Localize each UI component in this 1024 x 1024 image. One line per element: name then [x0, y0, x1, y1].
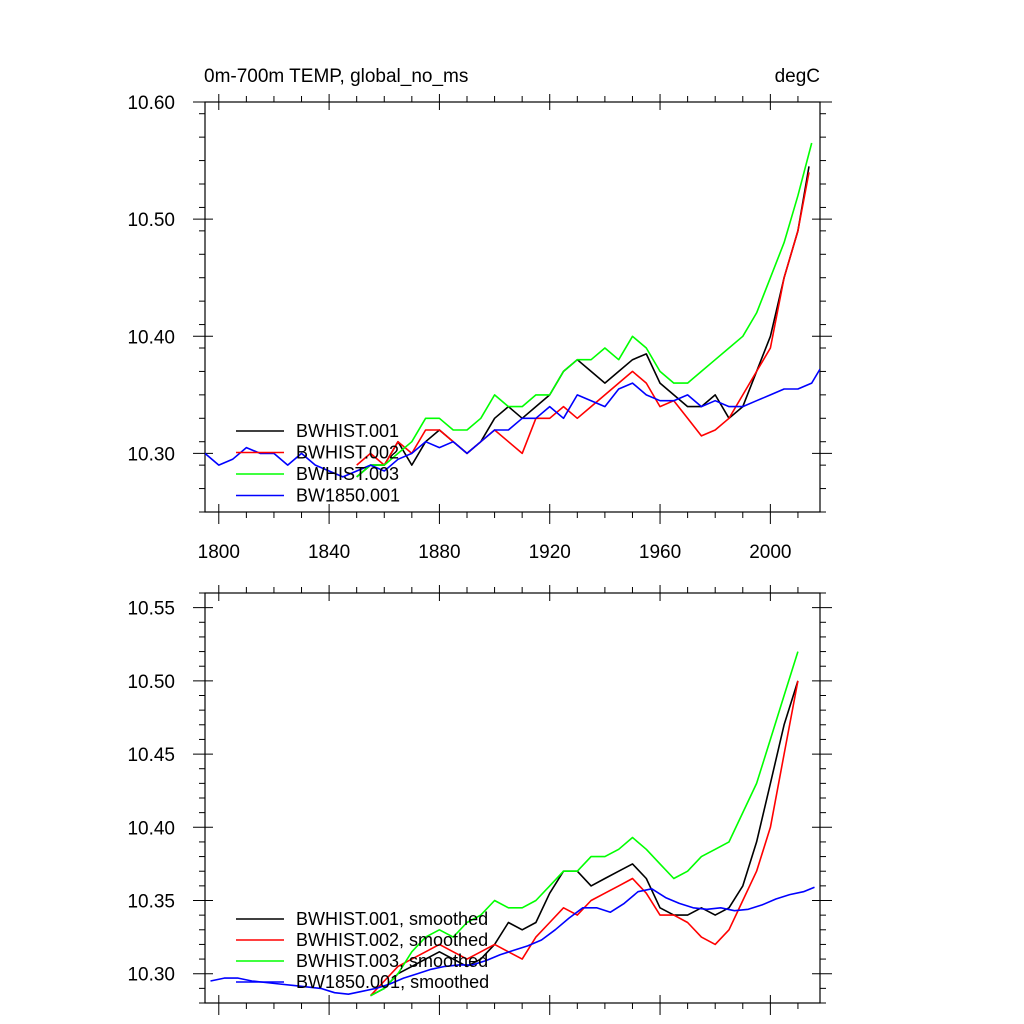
- top-series-line-4: [205, 368, 820, 478]
- bottom-legend-label-4: BW1850.001, smoothed: [296, 972, 489, 992]
- top-y-tick-label: 10.60: [127, 93, 175, 114]
- bottom-y-tick-label: 10.35: [127, 892, 175, 913]
- top-series-line-3: [356, 142, 813, 478]
- top-legend-label-4: BW1850.001: [296, 486, 400, 506]
- top-series-line-1: [356, 166, 810, 478]
- top-x-tick-label: 1800: [198, 542, 240, 563]
- top-plot-frame: [204, 101, 821, 513]
- top-chart-title: 0m-700m TEMP, global_no_ms: [204, 66, 468, 87]
- bottom-legend-label-1: BWHIST.001, smoothed: [296, 909, 488, 929]
- bottom-y-tick-label: 10.45: [127, 745, 175, 766]
- bottom-y-tick-label: 10.50: [127, 672, 175, 693]
- top-chart-panel: 0m-700m TEMP, global_no_ms degC 1800 1840…: [127, 66, 832, 563]
- bottom-y-tick-label: 10.55: [127, 599, 175, 620]
- top-y-tick-label: 10.50: [127, 210, 175, 231]
- bottom-y-tick-label: 10.40: [127, 818, 175, 839]
- top-x-tick-label: 1840: [308, 542, 350, 563]
- top-x-tick-label: 1880: [418, 542, 460, 563]
- bottom-legend-label-2: BWHIST.002, smoothed: [296, 930, 488, 950]
- top-legend-label-1: BWHIST.001: [296, 421, 399, 441]
- bottom-chart-panel: 10.30 10.35 10.40 10.45 10.50 10.55 BWHIST.001…: [127, 585, 832, 1015]
- top-y-tick-label: 10.40: [127, 327, 175, 348]
- bottom-y-tick-label: 10.30: [127, 965, 175, 986]
- bottom-legend-label-3: BWHIST.003, smoothed: [296, 951, 488, 971]
- top-series-group: [205, 142, 820, 478]
- top-legend-label-3: BWHIST.003: [296, 464, 399, 484]
- top-chart-units: degC: [775, 66, 820, 87]
- top-y-tick-label: 10.30: [127, 444, 175, 465]
- top-x-tick-label: 1960: [639, 542, 681, 563]
- bottom-series-group: [210, 651, 815, 997]
- bottom-series-line-4: [210, 886, 815, 996]
- top-x-tick-label: 1920: [529, 542, 571, 563]
- top-x-tick-label: 2000: [749, 542, 791, 563]
- top-legend-label-2: BWHIST.002: [296, 443, 399, 463]
- bottom-series-line-3: [370, 651, 799, 997]
